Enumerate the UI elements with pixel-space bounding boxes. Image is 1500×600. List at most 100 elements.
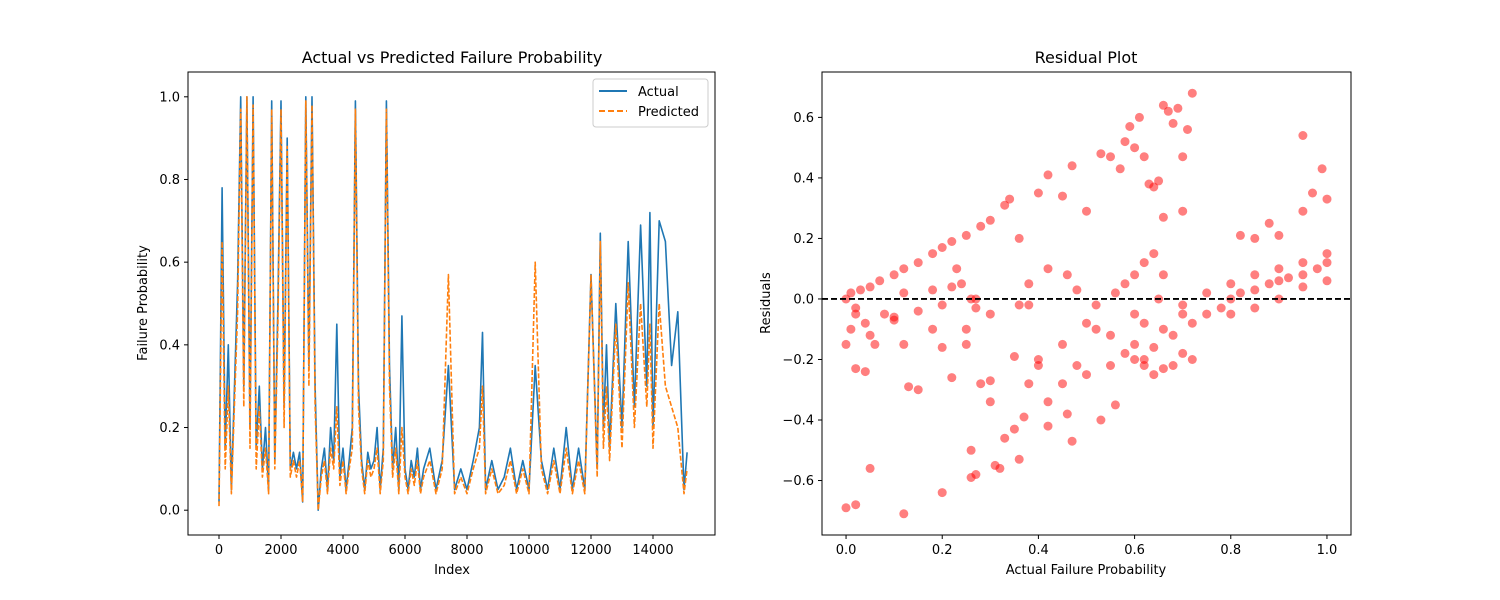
legend-predicted-label: Predicted bbox=[638, 105, 699, 120]
right-plot-frame bbox=[821, 71, 1352, 536]
residual-point bbox=[1216, 303, 1226, 313]
residual-point bbox=[1173, 103, 1183, 113]
residual-point bbox=[1072, 361, 1082, 370]
residual-point bbox=[947, 282, 957, 292]
residual-point bbox=[904, 382, 914, 392]
residual-point bbox=[985, 309, 995, 319]
residual-point bbox=[947, 373, 957, 383]
left-x-axis-label: Index bbox=[434, 563, 470, 578]
residual-point bbox=[1158, 324, 1168, 334]
residual-point bbox=[1168, 330, 1178, 340]
residual-point bbox=[899, 288, 909, 298]
residual-point bbox=[985, 215, 995, 225]
residual-point bbox=[1235, 230, 1245, 240]
residual-point bbox=[1082, 206, 1091, 216]
residual-point bbox=[1096, 415, 1106, 425]
residual-point bbox=[1250, 303, 1260, 313]
residual-point bbox=[841, 339, 851, 349]
residual-point bbox=[1178, 348, 1188, 358]
residual-point bbox=[846, 288, 856, 298]
right-x-tick-label: 0.8 bbox=[1220, 543, 1241, 558]
residual-point bbox=[937, 243, 947, 252]
residual-point bbox=[899, 339, 909, 349]
residual-point bbox=[1115, 164, 1125, 174]
residual-point bbox=[1183, 125, 1192, 134]
residual-point bbox=[1043, 264, 1053, 274]
residual-point bbox=[865, 330, 875, 340]
residual-point bbox=[870, 339, 880, 349]
residual-point bbox=[1178, 300, 1188, 310]
left-y-tick-label: 0.0 bbox=[159, 504, 180, 519]
residual-point bbox=[976, 221, 986, 231]
residual-point bbox=[1024, 279, 1034, 289]
residual-point bbox=[1120, 348, 1130, 358]
predicted-series-line bbox=[218, 96, 688, 511]
residual-point bbox=[1274, 230, 1284, 240]
residual-point bbox=[1014, 233, 1024, 243]
legend-actual-label: Actual bbox=[638, 85, 679, 100]
residual-point bbox=[1106, 330, 1115, 340]
residual-point bbox=[928, 324, 938, 334]
residual-point bbox=[846, 324, 856, 334]
left-x-tick-label: 4000 bbox=[326, 543, 359, 558]
residual-point bbox=[1187, 318, 1197, 328]
residual-point bbox=[1154, 176, 1164, 186]
residual-point bbox=[1202, 309, 1212, 319]
residual-point bbox=[1058, 339, 1067, 349]
residual-point bbox=[1082, 370, 1091, 380]
residual-point bbox=[865, 282, 875, 292]
right-y-tick-label: −0.4 bbox=[782, 414, 814, 429]
residual-point bbox=[1062, 409, 1072, 419]
residual-point bbox=[1000, 433, 1010, 443]
residual-point bbox=[1130, 339, 1140, 349]
right-chart-title: Residual Plot bbox=[1035, 48, 1138, 67]
right-y-tick-label: −0.6 bbox=[782, 474, 814, 489]
residual-point bbox=[1250, 285, 1260, 295]
residual-point bbox=[1130, 270, 1140, 280]
residual-point bbox=[1082, 318, 1091, 328]
left-x-tick-label: 8000 bbox=[450, 543, 483, 558]
left-series-lines bbox=[218, 96, 688, 511]
residual-point bbox=[1202, 288, 1212, 298]
residual-point bbox=[880, 309, 889, 319]
residual-point bbox=[1168, 361, 1178, 370]
left-y-tick-label: 0.6 bbox=[159, 256, 180, 271]
residual-point bbox=[1178, 206, 1188, 216]
residual-point bbox=[1033, 361, 1043, 370]
residual-point bbox=[1187, 88, 1197, 98]
residual-point bbox=[899, 264, 909, 274]
right-y-tick-label: 0.0 bbox=[793, 292, 814, 307]
residual-point bbox=[952, 264, 962, 274]
residual-point bbox=[1110, 400, 1120, 410]
residual-point bbox=[1043, 170, 1053, 180]
residual-point bbox=[1009, 424, 1019, 434]
residual-point bbox=[1033, 188, 1043, 198]
residual-point bbox=[913, 385, 923, 395]
residual-point bbox=[1139, 361, 1149, 370]
left-y-tick-label: 1.0 bbox=[159, 90, 180, 105]
residual-point bbox=[1274, 264, 1284, 274]
residual-point bbox=[1187, 355, 1197, 364]
left-x-tick-label: 0 bbox=[215, 543, 223, 558]
residual-point bbox=[985, 397, 995, 407]
right-x-tick-label: 0.4 bbox=[1028, 543, 1049, 558]
residual-point bbox=[1163, 106, 1173, 116]
right-x-tick-label: 0.0 bbox=[836, 543, 857, 558]
right-x-tick-label: 0.2 bbox=[932, 543, 953, 558]
residual-point bbox=[1043, 421, 1053, 431]
residual-point bbox=[1178, 309, 1188, 319]
residual-point bbox=[1168, 118, 1178, 128]
residual-point bbox=[1130, 143, 1140, 153]
left-x-tick-label: 10000 bbox=[508, 543, 549, 558]
residual-point bbox=[1158, 364, 1168, 374]
residual-point bbox=[899, 509, 909, 519]
residual-point bbox=[947, 237, 957, 246]
residual-point bbox=[1072, 285, 1082, 295]
residual-point bbox=[1284, 273, 1293, 283]
right-x-tick-label: 1.0 bbox=[1317, 543, 1338, 558]
left-y-axis-label: Failure Probability bbox=[136, 245, 151, 361]
residual-point bbox=[1130, 355, 1140, 364]
residual-point bbox=[1178, 152, 1188, 162]
residual-point bbox=[1043, 397, 1053, 407]
